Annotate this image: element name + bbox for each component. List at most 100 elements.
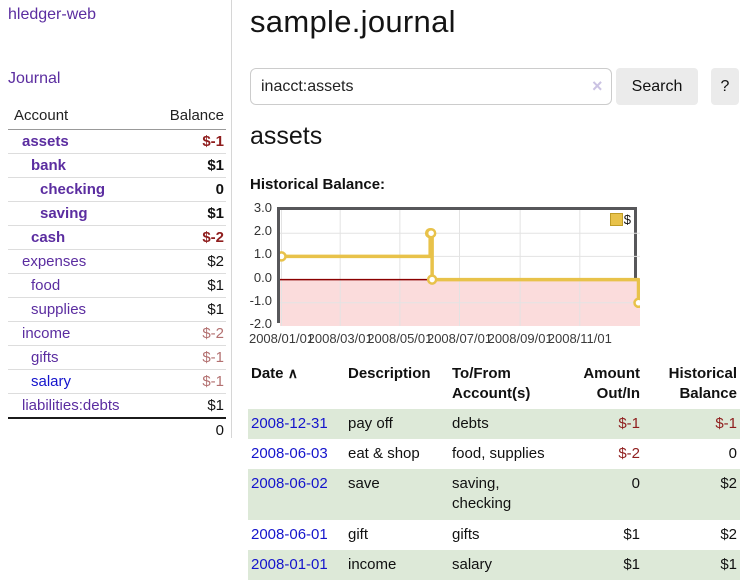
y-axis-tick-label: 2.0 xyxy=(253,223,272,239)
transaction-amount: $-2 xyxy=(618,444,640,462)
y-axis-tick-label: -1.0 xyxy=(249,292,272,308)
transaction-row: 2008-06-02 save saving, checking 0 $2 xyxy=(248,469,740,520)
account-balance: $1 xyxy=(148,297,226,322)
accounts-header-account: Account xyxy=(8,104,149,130)
transaction-date-link[interactable]: 2008-12-31 xyxy=(251,414,328,432)
account-balance: $-1 xyxy=(148,345,226,370)
search-button[interactable]: Search xyxy=(616,68,698,105)
legend-swatch-icon xyxy=(609,213,623,226)
transaction-balance: 0 xyxy=(728,444,737,462)
account-link-checking[interactable]: checking xyxy=(40,181,106,198)
transaction-balance: $2 xyxy=(720,475,737,492)
transaction-accounts: saving, checking xyxy=(452,475,512,513)
transaction-description: gift xyxy=(348,525,369,543)
clear-search-icon[interactable]: × xyxy=(592,76,603,96)
transaction-amount: $1 xyxy=(623,555,640,573)
balance-chart: $ 3.0 2.0 1.0 0.0 -1.0 -2.0 2008/01/01 2008/03/… xyxy=(238,200,738,352)
account-link-liabilities-debts[interactable]: liabilities:debts xyxy=(22,397,120,414)
accounts-total-balance: 0 xyxy=(148,417,226,442)
account-link-food[interactable]: food xyxy=(31,277,61,294)
x-axis-tick-label: 2008/11/01 xyxy=(547,331,612,346)
accounts-total-row: 0 xyxy=(8,417,226,442)
transaction-row: 2008-06-03 eat & shop food, supplies $-2… xyxy=(248,439,740,469)
help-button[interactable]: ? xyxy=(711,68,739,105)
legend-label: $ xyxy=(623,212,631,227)
account-row-income: income $-2 xyxy=(8,321,226,346)
account-balance: $-1 xyxy=(148,369,226,394)
balance-chart-plot: $ xyxy=(277,207,640,326)
transaction-row: 2008-01-01 income salary $1 $1 xyxy=(248,549,740,580)
account-row-liabilities-debts: liabilities:debts $1 xyxy=(8,393,226,418)
account-row-supplies: supplies $1 xyxy=(8,297,226,322)
transaction-balance: $2 xyxy=(720,525,737,543)
x-axis-tick-label: 2008/01/01 xyxy=(248,331,315,346)
account-balance: $-1 xyxy=(202,133,224,150)
y-axis-tick-label: -2.0 xyxy=(249,316,272,331)
account-row-assets: assets $-1 xyxy=(8,130,226,154)
account-link-cash[interactable]: cash xyxy=(31,229,66,246)
account-link-bank[interactable]: bank xyxy=(31,157,67,174)
accounts-header-row: Account Balance xyxy=(8,104,226,130)
transaction-amount: $-1 xyxy=(618,414,640,432)
transaction-description: eat & shop xyxy=(348,444,420,462)
account-balance: $-2 xyxy=(148,225,226,250)
account-link-expenses[interactable]: expenses xyxy=(22,253,87,270)
transaction-accounts: salary xyxy=(452,555,493,573)
account-link-income[interactable]: income xyxy=(22,325,71,342)
account-balance: $1 xyxy=(148,273,226,298)
transaction-date-link[interactable]: 2008-06-02 xyxy=(251,475,328,492)
app-brand-link[interactable]: hledger-web xyxy=(8,6,97,23)
x-axis-tick-label: 2008/07/01 xyxy=(426,331,493,346)
transaction-date-link[interactable]: 2008-06-03 xyxy=(251,444,328,462)
account-link-saving[interactable]: saving xyxy=(40,205,88,222)
account-link-supplies[interactable]: supplies xyxy=(31,301,87,318)
transaction-description: pay off xyxy=(348,414,393,432)
account-link-gifts[interactable]: gifts xyxy=(31,349,59,366)
transaction-date-link[interactable]: 2008-01-01 xyxy=(251,555,328,573)
sort-ascending-icon: ∧ xyxy=(287,365,298,381)
accounts-table: Account Balance assets $-1 bank $1 check… xyxy=(8,104,226,442)
account-balance: $2 xyxy=(148,249,226,274)
account-balance: $1 xyxy=(148,201,226,226)
x-axis-tick-label: 2008/03/01 xyxy=(307,331,373,346)
account-row-salary: salary $-1 xyxy=(8,369,226,394)
x-axis-tick-label: 2008/05/01 xyxy=(367,331,433,346)
header-description: Description xyxy=(348,365,431,382)
account-balance: 0 xyxy=(148,177,226,202)
transaction-amount: $1 xyxy=(623,525,640,543)
register-account-heading: assets xyxy=(250,122,323,150)
header-historical-balance: Historical Balance xyxy=(668,365,737,403)
sidebar: hledger-web Journal Account Balance asse… xyxy=(0,0,232,442)
transaction-row: 2008-06-01 gift gifts $1 $2 xyxy=(248,520,740,550)
header-date-label: Date xyxy=(251,365,284,382)
account-row-cash: cash $-2 xyxy=(8,225,226,250)
header-amount-outin: Amount Out/In xyxy=(583,365,640,403)
transaction-balance: $1 xyxy=(720,555,737,573)
account-row-expenses: expenses $2 xyxy=(8,249,226,274)
account-row-checking: checking 0 xyxy=(8,177,226,202)
transaction-date-link[interactable]: 2008-06-01 xyxy=(251,525,328,543)
transaction-accounts: debts xyxy=(452,414,489,432)
account-link-salary[interactable]: salary xyxy=(31,373,72,390)
accounts-header-balance: Balance xyxy=(148,104,226,130)
y-axis-tick-label: 3.0 xyxy=(253,200,272,215)
header-date[interactable]: Date ∧ xyxy=(248,360,345,409)
account-row-saving: saving $1 xyxy=(8,201,226,226)
account-row-gifts: gifts $-1 xyxy=(8,345,226,370)
chart-title: Historical Balance: xyxy=(250,176,386,193)
chart-legend: $ xyxy=(609,212,631,227)
y-axis-tick-label: 0.0 xyxy=(253,269,272,285)
transactions-header-row: Date ∧ Description To/From Account(s) Am… xyxy=(248,360,740,409)
account-row-bank: bank $1 xyxy=(8,153,226,178)
search-input[interactable] xyxy=(250,68,612,105)
transactions-table: Date ∧ Description To/From Account(s) Am… xyxy=(248,360,740,580)
account-balance: $-2 xyxy=(148,321,226,346)
header-tofrom-accounts: To/From Account(s) xyxy=(452,365,531,403)
y-axis-tick-label: 1.0 xyxy=(253,246,272,262)
transaction-accounts: gifts xyxy=(452,525,480,543)
x-axis-tick-label: 2008/09/01 xyxy=(487,331,553,346)
account-balance: $1 xyxy=(148,393,226,418)
account-row-food: food $1 xyxy=(8,273,226,298)
sidebar-item-journal[interactable]: Journal xyxy=(8,70,61,87)
account-link-assets[interactable]: assets xyxy=(22,133,69,150)
